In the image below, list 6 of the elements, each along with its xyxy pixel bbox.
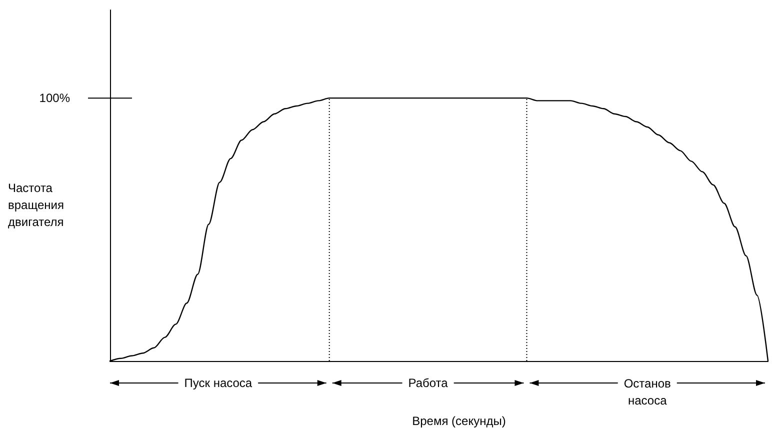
text: Останов насоса — [624, 376, 671, 408]
y-axis-title: Частота вращения двигателя — [8, 181, 64, 229]
text: Пуск насоса — [184, 376, 252, 390]
x-axis-title: Время (секунды) — [412, 414, 506, 428]
text: Работа — [408, 376, 448, 390]
ref-line-label: 100% — [39, 91, 70, 106]
